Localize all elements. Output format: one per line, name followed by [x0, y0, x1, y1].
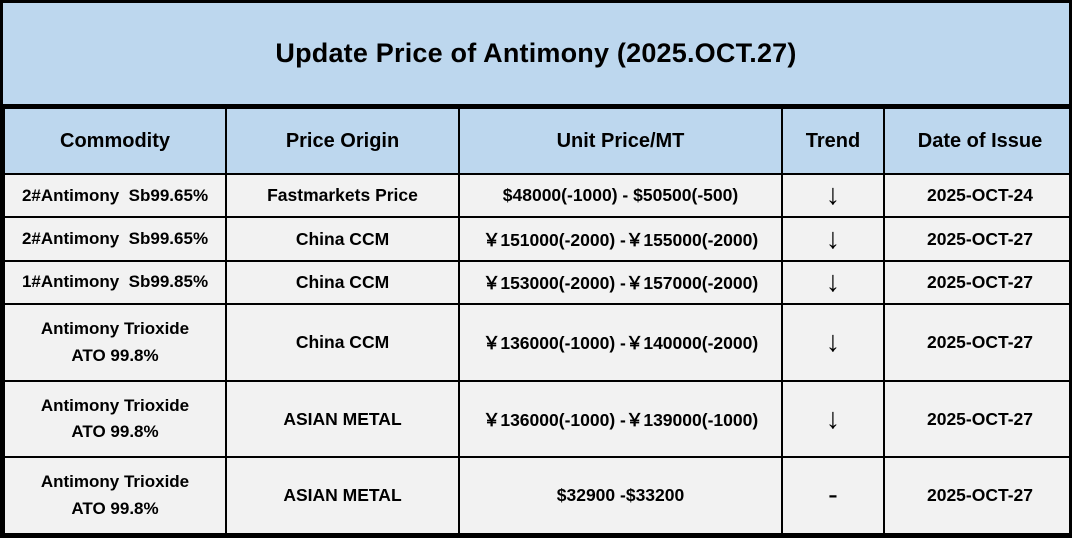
commodity-cell: Antimony Trioxide ATO 99.8% [3, 456, 227, 535]
column-header-unit-price: Unit Price/MT [458, 107, 783, 175]
date-of-issue-cell: 2025-OCT-27 [883, 456, 1069, 535]
unit-price-cell: $32900 -$33200 [458, 456, 783, 535]
table-row: Antimony Trioxide ATO 99.8% ASIAN METAL … [3, 379, 1069, 459]
unit-price-cell: $48000(-1000) - $50500(-500) [458, 172, 783, 219]
commodity-cell: 2#Antimony Sb99.65% [3, 216, 227, 262]
trend-down-arrow-cell: ↓ [781, 379, 885, 459]
price-origin-cell: Fastmarkets Price [225, 172, 460, 219]
commodity-cell: Antimony Trioxide ATO 99.8% [3, 303, 227, 382]
price-origin-cell: China CCM [225, 216, 460, 262]
trend-down-arrow-cell: ↓ [781, 216, 885, 262]
unit-price-cell: ￥136000(-1000) -￥140000(-2000) [458, 303, 783, 382]
column-header-commodity: Commodity [3, 107, 227, 175]
price-table: Commodity Price Origin Unit Price/MT Tre… [3, 107, 1069, 535]
trend-down-arrow-cell: - [781, 456, 885, 535]
price-origin-cell: China CCM [225, 259, 460, 306]
price-origin-cell: ASIAN METAL [225, 379, 460, 459]
date-of-issue-cell: 2025-OCT-27 [883, 216, 1069, 262]
price-origin-cell: China CCM [225, 303, 460, 382]
column-header-price-origin: Price Origin [225, 107, 460, 175]
commodity-cell: 2#Antimony Sb99.65% [3, 172, 227, 219]
table-row: 2#Antimony Sb99.65% Fastmarkets Price $4… [3, 172, 1069, 219]
date-of-issue-cell: 2025-OCT-24 [883, 172, 1069, 219]
date-of-issue-cell: 2025-OCT-27 [883, 303, 1069, 382]
column-header-date-of-issue: Date of Issue [883, 107, 1069, 175]
page-title: Update Price of Antimony (2025.OCT.27) [275, 38, 797, 68]
title-bar: Update Price of Antimony (2025.OCT.27) [3, 3, 1069, 107]
trend-down-arrow-cell: ↓ [781, 172, 885, 219]
table-row: 1#Antimony Sb99.85% China CCM ￥153000(-2… [3, 259, 1069, 306]
table-row: 2#Antimony Sb99.65% China CCM ￥151000(-2… [3, 216, 1069, 262]
column-header-trend: Trend [781, 107, 885, 175]
unit-price-cell: ￥136000(-1000) -￥139000(-1000) [458, 379, 783, 459]
commodity-cell: 1#Antimony Sb99.85% [3, 259, 227, 306]
date-of-issue-cell: 2025-OCT-27 [883, 259, 1069, 306]
price-table-body: 2#Antimony Sb99.65% Fastmarkets Price $4… [3, 172, 1069, 535]
trend-down-arrow-cell: ↓ [781, 259, 885, 306]
unit-price-cell: ￥151000(-2000) -￥155000(-2000) [458, 216, 783, 262]
table-header: Commodity Price Origin Unit Price/MT Tre… [3, 107, 1069, 175]
table-row: Antimony Trioxide ATO 99.8% China CCM ￥1… [3, 303, 1069, 382]
table-row: Antimony Trioxide ATO 99.8% ASIAN METAL … [3, 456, 1069, 535]
date-of-issue-cell: 2025-OCT-27 [883, 379, 1069, 459]
commodity-cell: Antimony Trioxide ATO 99.8% [3, 379, 227, 459]
header-row: Commodity Price Origin Unit Price/MT Tre… [3, 107, 1069, 175]
price-origin-cell: ASIAN METAL [225, 456, 460, 535]
unit-price-cell: ￥153000(-2000) -￥157000(-2000) [458, 259, 783, 306]
trend-down-arrow-cell: ↓ [781, 303, 885, 382]
